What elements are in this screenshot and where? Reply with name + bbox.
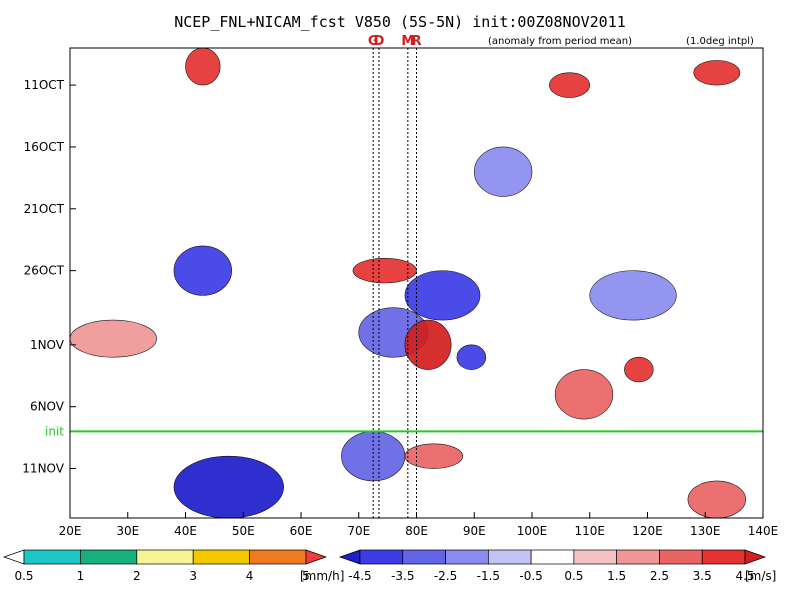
y-tick-label: 26OCT [24,264,65,278]
x-tick-label: 110E [575,524,606,538]
anomaly-patch [173,245,232,296]
station-marker-label: R [411,34,421,49]
colorbar-swatch [487,549,532,565]
colorbar-level-label: 5 [302,569,310,583]
x-tick-label: 30E [116,524,139,538]
y-tick-label: 16OCT [24,140,65,154]
anomaly-patch [549,72,591,98]
colorbar-swatch [659,549,703,565]
x-tick-label: 100E [517,524,548,538]
colorbar-level-label: -1.5 [477,569,500,583]
station-marker-labels: GD MR [368,34,422,49]
anomaly-patch [554,369,614,420]
colorbar-end-right [305,549,328,565]
y-tick-label: 11OCT [24,78,65,92]
colorbar-level-label: 0.5 [14,569,33,583]
x-tick-label: 70E [347,524,370,538]
colorbar-swatch [402,549,446,565]
colorbar-level-label: -4.5 [348,569,371,583]
anomaly-patch [404,270,481,321]
anomaly-patch [70,319,157,358]
station-marker-label: M [401,34,414,49]
x-tick-label: 40E [174,524,197,538]
y-tick-label: 21OCT [24,202,65,216]
anomaly-patch [624,356,654,383]
colorbar-swatch [359,549,404,565]
colorbar-level-label: -2.5 [434,569,457,583]
colorbar-unit-label: [mm/h] [300,569,344,583]
anomaly-patch [589,270,677,321]
anomaly-patch [687,480,746,518]
colorbar-end-left [338,549,361,565]
x-tick-label: 140E [748,524,779,538]
init-line: init [45,424,763,438]
colorbar-level-label: 2 [133,569,141,583]
x-tick-label: 60E [290,524,313,538]
x-tick-label: 120E [632,524,663,538]
anomaly-patch [693,60,741,86]
x-tick-label: 20E [59,524,82,538]
colorbar-swatch [249,549,307,565]
colorbar-swatch [80,549,138,565]
init-label: init [45,424,64,438]
colorbar-level-label: 2.5 [650,569,669,583]
station-marker-label: D [374,34,385,49]
y-axis: 11OCT 16OCT 21OCT 26OCT 1NOV 6NOV 11NOV [22,78,76,476]
anomaly-patch [456,344,487,370]
chart-subtitle-left: (anomaly from period mean) [488,36,632,47]
x-tick-label: 90E [463,524,486,538]
x-axis: 20E 30E 40E 50E 60E 70E 80E 90E 100E 110E 120E 130E… [59,512,779,538]
colorbar-level-label: 4.5 [735,569,754,583]
colorbar-end-left [2,549,25,565]
chart-title: NCEP_FNL+NICAM_fcst V850 (5S-5N) init:00… [174,13,626,31]
colorbar-level-label: 0.5 [564,569,583,583]
colorbar-level-label: 1.5 [607,569,626,583]
anomaly-patch [404,443,464,469]
y-tick-label: 11NOV [22,462,64,476]
anomaly-field [70,48,746,518]
anomaly-patch [185,48,221,86]
colorbar-swatch [23,549,81,565]
x-tick-label: 80E [405,524,428,538]
colorbar-swatch [701,549,746,565]
colorbar-swatch [136,549,194,565]
colorbar-level-label: 1 [77,569,85,583]
anomaly-patch [352,257,417,284]
chart-subtitle-right: (1.0deg intpl) [686,36,754,47]
precip-colorbar: 0.5 1 2 3 4 5[mm/h] [2,549,344,583]
x-tick-label: 50E [232,524,255,538]
colorbar-level-label: 3.5 [693,569,712,583]
colorbar-level-label: -3.5 [391,569,414,583]
colorbar-swatch [445,549,489,565]
y-tick-label: 6NOV [30,400,65,414]
colorbar-swatch [530,549,575,565]
colorbar-level-label: 3 [189,569,197,583]
colorbar-swatch [573,549,618,565]
anomaly-patch [404,319,452,370]
wind-colorbar: -4.5 -3.5 -2.5 -1.5 -0.5 0.5 1.5 2.5 3.5 4.5[m/s] [338,549,776,583]
colorbar-swatch [616,549,660,565]
colorbar-end-right [744,549,767,565]
y-tick-label: 1NOV [30,338,65,352]
colorbar-unit-label: [m/s] [745,569,776,583]
station-marker-label: G [368,34,379,49]
x-tick-label: 130E [690,524,721,538]
colorbar-level-label: -0.5 [519,569,542,583]
anomaly-patch [173,455,284,518]
anomaly-patch [473,146,533,197]
colorbar-level-label: 4 [246,569,254,583]
colorbar-swatch [192,549,250,565]
